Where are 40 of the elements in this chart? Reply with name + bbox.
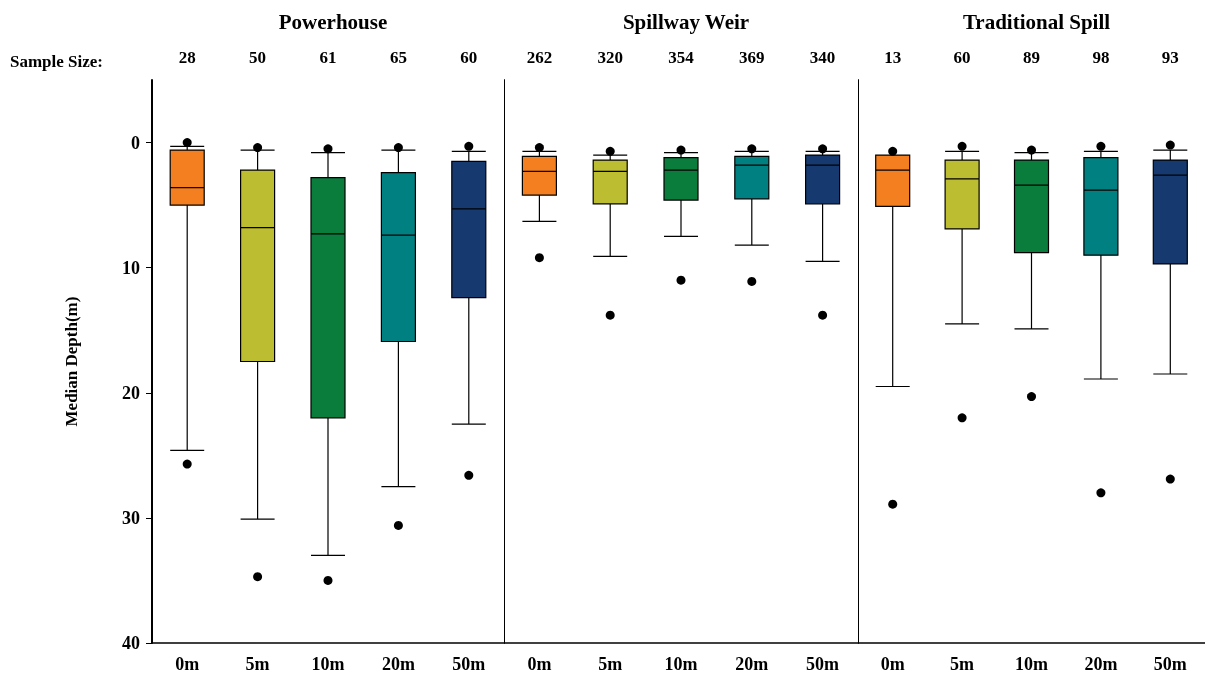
x-tick-label: 50m	[1153, 654, 1187, 674]
y-tick-label: 30	[122, 507, 140, 528]
x-tick-label: 5m	[950, 654, 975, 674]
text: 98	[1092, 48, 1110, 67]
text: 320	[597, 48, 623, 67]
chart-title: Powerhouse	[278, 9, 388, 34]
x-tick-label: 10m	[311, 654, 345, 674]
x-tick-label: 50m	[806, 654, 840, 674]
x-tick-label: 20m	[1084, 654, 1118, 674]
x-tick-label: 20m	[381, 654, 415, 674]
x-tick-label: 5m	[598, 654, 623, 674]
x-tick-label: 20m	[735, 654, 769, 674]
text: 89	[1023, 48, 1040, 67]
chart-title: Traditional Spill	[962, 9, 1111, 34]
text: 369	[739, 48, 765, 67]
text: 28	[178, 48, 196, 67]
text: 50	[249, 48, 267, 67]
text: 65	[389, 48, 407, 67]
text: 262	[526, 48, 553, 67]
y-tick-label: 0	[131, 132, 140, 153]
text: 354	[668, 48, 695, 67]
x-tick-label: 0m	[527, 654, 552, 674]
y-tick-label: 40	[122, 633, 140, 653]
x-tick-label: 50m	[452, 654, 486, 674]
text: Sample Size:	[10, 52, 104, 71]
y-tick-label: 10	[122, 257, 140, 278]
x-tick-label: 5m	[245, 654, 270, 674]
text: 60	[460, 48, 478, 67]
text: 93	[1161, 48, 1179, 67]
text: 340	[809, 48, 836, 67]
chart-title: Spillway Weir	[622, 9, 750, 34]
x-tick-label: 10m	[664, 654, 698, 674]
x-tick-label: 0m	[175, 654, 200, 674]
x-tick-label: 10m	[1015, 654, 1048, 674]
y-axis-title: Median Depth(m)	[62, 296, 81, 427]
x-tick-label: 0m	[880, 654, 905, 674]
text: 60	[953, 48, 971, 67]
y-tick-label: 20	[122, 382, 140, 403]
text: 61	[319, 48, 337, 67]
text: 13	[884, 48, 902, 67]
